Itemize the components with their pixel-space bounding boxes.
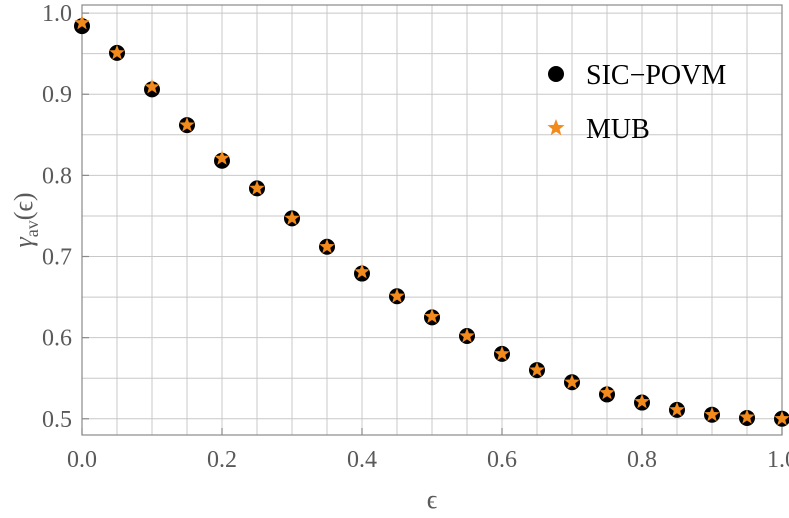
legend-label: SIC−POVM: [586, 60, 726, 91]
legend-label: MUB: [586, 114, 650, 145]
y-tick-label: 0.9: [42, 82, 72, 108]
y-tick-label: 1.0: [42, 1, 72, 27]
legend-marker-mub: [547, 119, 565, 136]
mub-point: [109, 44, 125, 60]
data-points: [74, 14, 789, 427]
mub-point: [214, 150, 230, 165]
plot-frame: [81, 4, 783, 436]
mub-point: [774, 410, 789, 426]
mub-point: [529, 362, 545, 377]
x-tick-label: 0.2: [207, 447, 237, 473]
legend-marker-sic-povm: [548, 66, 564, 82]
y-tick-label: 0.8: [42, 163, 72, 189]
y-axis-label: γav(ϵ): [9, 192, 42, 247]
mub-point: [739, 409, 755, 424]
x-tick-label: 0.6: [487, 447, 517, 473]
mub-point: [179, 117, 195, 132]
mub-point: [424, 308, 440, 324]
mub-point: [669, 401, 685, 417]
x-tick-label: 0.0: [67, 447, 97, 473]
mub-point: [564, 374, 580, 389]
mub-point: [354, 263, 370, 279]
y-tick-label: 0.6: [42, 326, 72, 352]
mub-point: [634, 393, 650, 409]
mub-point: [249, 180, 265, 195]
mub-point: [599, 384, 615, 400]
mub-point: [459, 328, 475, 343]
mub-point: [284, 210, 300, 225]
mub-point: [74, 14, 90, 30]
mub-point: [389, 288, 405, 303]
x-tick-label: 0.8: [627, 447, 657, 473]
mub-point: [319, 238, 335, 254]
mub-point: [704, 406, 720, 422]
y-tick-label: 0.5: [42, 407, 72, 433]
axis-ticks: 0.0 0.2 0.4 0.6 0.8 1.0 0.5 0.6 0.7 0.8 0.9 1.0: [42, 1, 789, 473]
x-tick-label: 0.4: [347, 447, 377, 473]
y-tick-label: 0.7: [42, 245, 72, 271]
mub-point: [494, 345, 510, 361]
legend: SIC−POVM MUB: [547, 60, 726, 145]
mub-point: [144, 78, 160, 94]
x-tick-label: 1.0: [767, 447, 789, 473]
x-axis-label: ϵ: [427, 485, 438, 514]
